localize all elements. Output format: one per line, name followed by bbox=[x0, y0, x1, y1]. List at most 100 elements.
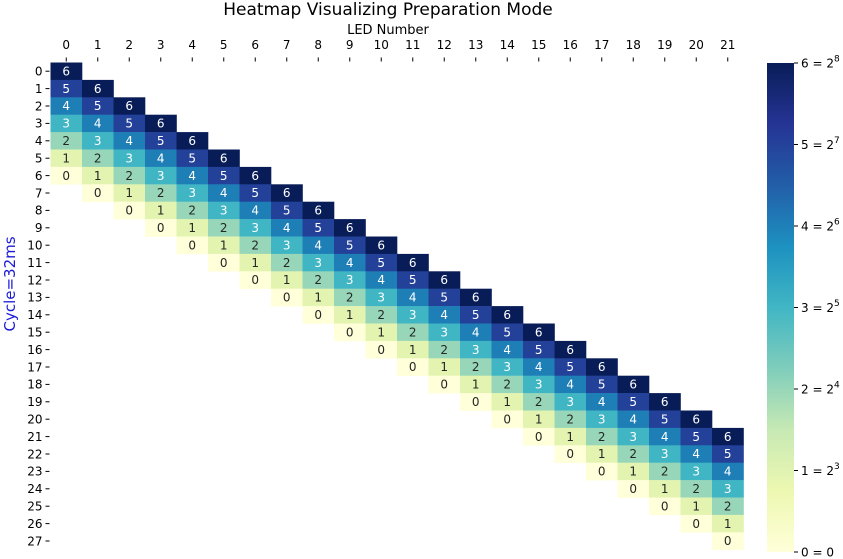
x-tick-label: 14 bbox=[500, 38, 515, 52]
heatmap-cell bbox=[680, 410, 713, 429]
heatmap-cell bbox=[617, 480, 650, 498]
heatmap-cell bbox=[428, 358, 461, 376]
y-tick-label: 10 bbox=[27, 239, 42, 253]
cell-value-label: 6 bbox=[377, 238, 385, 252]
cell-value-label: 3 bbox=[283, 238, 291, 252]
cell-value-label: 0 bbox=[125, 204, 133, 218]
cell-value-label: 0 bbox=[409, 360, 417, 374]
heatmap-cell bbox=[491, 306, 524, 324]
cell-value-label: 3 bbox=[188, 186, 196, 200]
cell-value-label: 2 bbox=[283, 256, 291, 270]
cell-value-label: 4 bbox=[283, 221, 291, 235]
cell-value-label: 2 bbox=[314, 273, 322, 287]
cell-value-label: 4 bbox=[125, 134, 133, 148]
cell-value-label: 2 bbox=[598, 430, 606, 444]
cell-value-label: 0 bbox=[220, 256, 228, 270]
cell-value-label: 1 bbox=[409, 343, 417, 357]
heatmap-cell bbox=[176, 166, 209, 185]
cell-value-label: 3 bbox=[692, 465, 700, 479]
heatmap-cell bbox=[208, 149, 240, 168]
x-tick-label: 11 bbox=[405, 38, 420, 52]
cell-value-label: 4 bbox=[598, 395, 606, 409]
cell-value-label: 2 bbox=[409, 325, 417, 339]
cell-value-label: 2 bbox=[629, 447, 637, 461]
cell-value-label: 0 bbox=[283, 291, 291, 305]
cell-value-label: 2 bbox=[251, 238, 259, 252]
y-tick-label: 14 bbox=[27, 308, 42, 322]
cell-value-label: 0 bbox=[157, 221, 165, 235]
cell-value-label: 0 bbox=[440, 378, 448, 392]
cell-value-label: 5 bbox=[535, 343, 543, 357]
y-tick-label: 21 bbox=[27, 430, 42, 444]
cell-value-label: 6 bbox=[598, 360, 606, 374]
cell-value-label: 2 bbox=[62, 134, 70, 148]
cell-value-label: 2 bbox=[566, 412, 574, 426]
heatmap-cell bbox=[176, 149, 209, 168]
heatmap-cell bbox=[113, 114, 146, 133]
cell-value-label: 4 bbox=[503, 343, 511, 357]
cell-value-label: 6 bbox=[566, 343, 574, 357]
cell-value-label: 0 bbox=[566, 447, 574, 461]
y-tick-label: 20 bbox=[27, 413, 42, 427]
heatmap-cell bbox=[649, 445, 681, 463]
heatmap-cell bbox=[428, 340, 461, 359]
heatmap-cell bbox=[302, 288, 335, 307]
heatmap-cell bbox=[176, 201, 209, 220]
heatmap-cell bbox=[397, 271, 429, 289]
heatmap-cell bbox=[554, 358, 587, 376]
x-tick-label: 13 bbox=[468, 38, 483, 52]
cell-value-label: 6 bbox=[283, 186, 291, 200]
cell-value-label: 1 bbox=[94, 169, 102, 183]
cell-value-label: 4 bbox=[62, 99, 70, 113]
cell-value-label: 5 bbox=[629, 395, 637, 409]
cell-value-label: 0 bbox=[692, 517, 700, 531]
heatmap-cell bbox=[365, 340, 398, 359]
heatmap-cell bbox=[554, 340, 587, 359]
heatmap-cell bbox=[271, 288, 303, 307]
cell-value-label: 4 bbox=[535, 360, 543, 374]
heatmap-cell bbox=[302, 253, 335, 272]
heatmap-cell bbox=[82, 184, 114, 202]
x-tick-label: 12 bbox=[437, 38, 452, 52]
heatmap-cell bbox=[397, 253, 429, 272]
heatmap-cell bbox=[617, 375, 650, 394]
cell-value-label: 2 bbox=[94, 151, 102, 165]
cell-value-label: 0 bbox=[188, 238, 196, 252]
x-tick-label: 16 bbox=[563, 38, 578, 52]
heatmap-cell bbox=[271, 253, 303, 272]
cell-value-label: 0 bbox=[472, 395, 480, 409]
cell-value-label: 2 bbox=[188, 204, 196, 218]
heatmap-cell bbox=[145, 149, 177, 168]
y-tick-label: 6 bbox=[35, 169, 43, 183]
cell-value-label: 6 bbox=[472, 291, 480, 305]
heatmap-cell bbox=[491, 393, 524, 411]
heatmap-cell bbox=[397, 323, 429, 342]
heatmap-cell bbox=[397, 358, 429, 376]
heatmap-cell bbox=[208, 219, 240, 237]
y-tick-label: 23 bbox=[27, 465, 42, 479]
cell-value-label: 0 bbox=[377, 343, 385, 357]
heatmap-cell bbox=[176, 236, 209, 255]
y-tick-label: 3 bbox=[35, 117, 43, 131]
heatmap-cell bbox=[334, 306, 366, 324]
cell-value-label: 5 bbox=[440, 291, 448, 305]
colorbar-ticks: 0 = 0 1 = 23 2 = 24 3 = 25 4 = 26 5 = 27 6 = 2… bbox=[794, 55, 840, 559]
heatmap-cell bbox=[334, 219, 366, 237]
heatmap-cell bbox=[586, 410, 618, 429]
cell-value-label: 0 bbox=[62, 169, 70, 183]
y-tick-label: 4 bbox=[35, 134, 43, 148]
heatmap-cell bbox=[176, 132, 209, 150]
x-axis-label: LED Number bbox=[347, 23, 429, 38]
cell-value-label: 1 bbox=[125, 186, 133, 200]
heatmap-cell bbox=[460, 340, 492, 359]
cell-value-label: 0 bbox=[629, 482, 637, 496]
heatmap-cell bbox=[208, 201, 240, 220]
heatmap-cell bbox=[428, 288, 461, 307]
heatmap-cell bbox=[302, 306, 335, 324]
heatmap-cell bbox=[649, 497, 681, 516]
cell-value-label: 1 bbox=[283, 273, 291, 287]
cell-value-label: 6 bbox=[661, 395, 669, 409]
cell-value-label: 1 bbox=[472, 378, 480, 392]
y-tick-label: 18 bbox=[27, 378, 42, 392]
y-tick-label: 13 bbox=[27, 291, 42, 305]
